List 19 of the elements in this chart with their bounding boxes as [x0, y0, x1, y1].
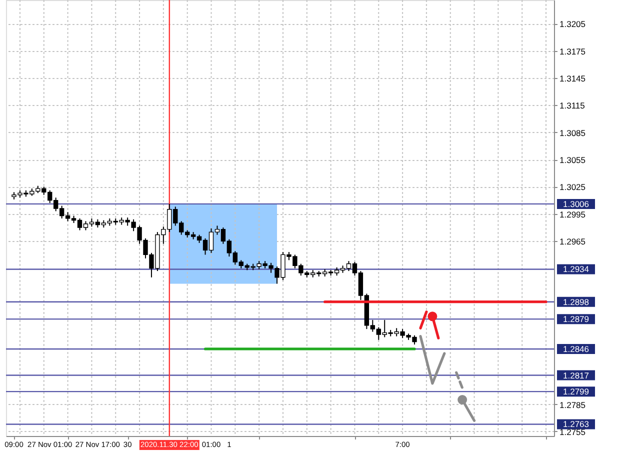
ref-line-label: 1.2799 [563, 386, 590, 397]
ref-line-label: 1.3006 [563, 198, 590, 209]
ref-line-label: 1.2879 [563, 314, 590, 324]
y-tick-label: 1.3055 [560, 155, 586, 166]
ref-line-label: 1.2898 [563, 296, 590, 307]
y-tick-label: 1.2785 [560, 400, 586, 410]
y-tick-label: 1.3115 [560, 100, 586, 111]
y-tick-label: 1.2965 [560, 236, 586, 247]
ref-line-label: 1.2763 [563, 419, 590, 430]
ref-line-label: 1.2817 [563, 370, 590, 380]
y-tick-label: 1.2755 [560, 426, 586, 437]
ref-line-label: 1.2846 [563, 344, 590, 354]
ref-line-label: 1.2934 [563, 264, 590, 274]
y-tick-label: 1.3145 [560, 73, 586, 84]
y-tick-label: 1.3205 [560, 19, 586, 30]
y-tick-label: 1.3085 [560, 128, 586, 138]
y-tick-label: 1.2995 [560, 209, 586, 220]
y-tick-label: 1.3025 [560, 182, 586, 192]
y-tick-label: 1.3175 [560, 46, 586, 56]
